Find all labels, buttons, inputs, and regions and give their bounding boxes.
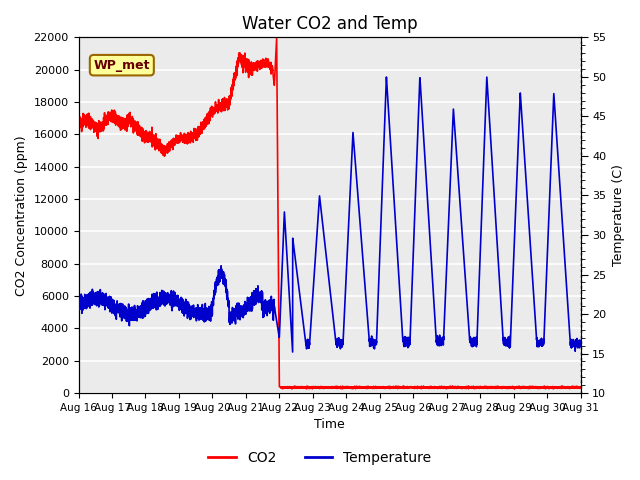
Legend: CO2, Temperature: CO2, Temperature	[203, 445, 437, 471]
X-axis label: Time: Time	[314, 419, 345, 432]
Y-axis label: Temperature (C): Temperature (C)	[612, 164, 625, 266]
Title: Water CO2 and Temp: Water CO2 and Temp	[242, 15, 417, 33]
Y-axis label: CO2 Concentration (ppm): CO2 Concentration (ppm)	[15, 135, 28, 296]
Text: WP_met: WP_met	[93, 59, 150, 72]
